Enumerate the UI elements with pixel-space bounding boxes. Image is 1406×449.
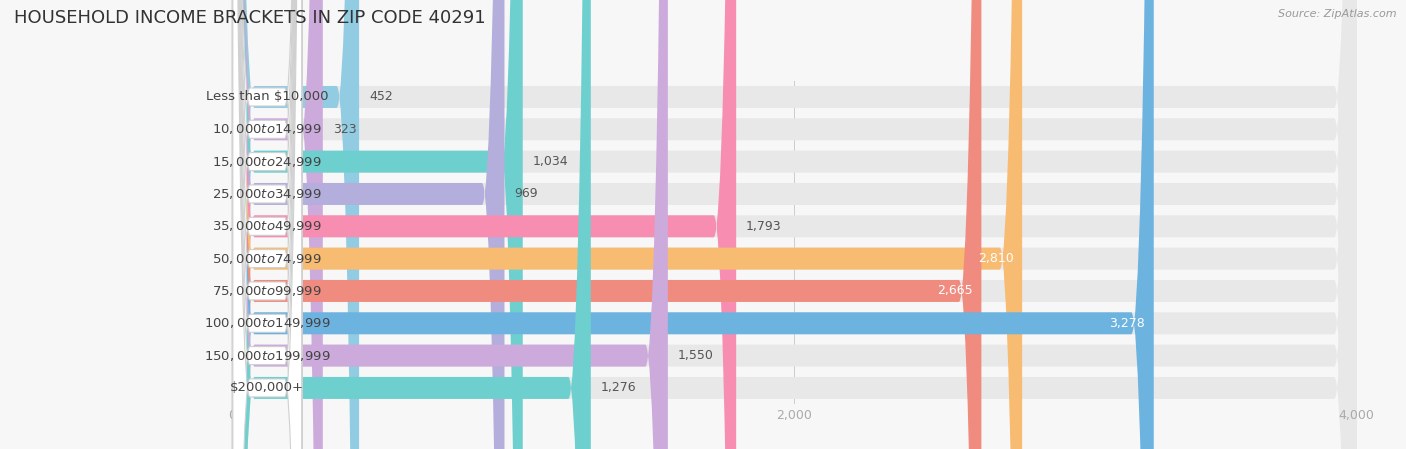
FancyBboxPatch shape <box>232 0 359 449</box>
FancyBboxPatch shape <box>232 0 1022 449</box>
Text: 2,810: 2,810 <box>979 252 1014 265</box>
FancyBboxPatch shape <box>233 0 302 449</box>
FancyBboxPatch shape <box>233 0 302 449</box>
Text: Less than $10,000: Less than $10,000 <box>207 91 329 103</box>
FancyBboxPatch shape <box>233 0 302 449</box>
Text: 323: 323 <box>333 123 356 136</box>
Text: 3,278: 3,278 <box>1109 317 1146 330</box>
Text: $150,000 to $199,999: $150,000 to $199,999 <box>204 348 330 363</box>
FancyBboxPatch shape <box>232 0 737 449</box>
FancyBboxPatch shape <box>232 0 1357 449</box>
Text: $75,000 to $99,999: $75,000 to $99,999 <box>212 284 322 298</box>
FancyBboxPatch shape <box>232 0 668 449</box>
Text: $100,000 to $149,999: $100,000 to $149,999 <box>204 316 330 330</box>
Text: $25,000 to $34,999: $25,000 to $34,999 <box>212 187 322 201</box>
Text: 969: 969 <box>515 188 538 200</box>
Text: 1,550: 1,550 <box>678 349 714 362</box>
FancyBboxPatch shape <box>233 0 302 449</box>
Text: 452: 452 <box>368 91 392 103</box>
FancyBboxPatch shape <box>233 0 302 449</box>
Text: 1,276: 1,276 <box>600 382 637 394</box>
FancyBboxPatch shape <box>232 0 591 449</box>
FancyBboxPatch shape <box>232 0 505 449</box>
Text: 1,034: 1,034 <box>533 155 568 168</box>
Text: $15,000 to $24,999: $15,000 to $24,999 <box>212 154 322 169</box>
FancyBboxPatch shape <box>233 0 302 449</box>
FancyBboxPatch shape <box>232 0 1357 449</box>
FancyBboxPatch shape <box>232 0 1357 449</box>
FancyBboxPatch shape <box>233 0 302 449</box>
Text: 2,665: 2,665 <box>938 285 973 297</box>
Text: Source: ZipAtlas.com: Source: ZipAtlas.com <box>1278 9 1396 19</box>
FancyBboxPatch shape <box>232 0 1357 449</box>
Text: HOUSEHOLD INCOME BRACKETS IN ZIP CODE 40291: HOUSEHOLD INCOME BRACKETS IN ZIP CODE 40… <box>14 9 485 27</box>
FancyBboxPatch shape <box>232 0 1357 449</box>
FancyBboxPatch shape <box>232 0 1357 449</box>
FancyBboxPatch shape <box>232 0 1154 449</box>
Text: $50,000 to $74,999: $50,000 to $74,999 <box>212 251 322 266</box>
FancyBboxPatch shape <box>233 0 302 449</box>
FancyBboxPatch shape <box>232 0 523 449</box>
FancyBboxPatch shape <box>232 0 1357 449</box>
FancyBboxPatch shape <box>232 0 1357 449</box>
FancyBboxPatch shape <box>232 0 1357 449</box>
Text: $35,000 to $49,999: $35,000 to $49,999 <box>212 219 322 233</box>
FancyBboxPatch shape <box>232 0 323 449</box>
FancyBboxPatch shape <box>232 0 1357 449</box>
FancyBboxPatch shape <box>232 0 981 449</box>
Text: 1,793: 1,793 <box>747 220 782 233</box>
Text: $200,000+: $200,000+ <box>231 382 304 394</box>
FancyBboxPatch shape <box>233 0 302 449</box>
FancyBboxPatch shape <box>233 0 302 449</box>
Text: $10,000 to $14,999: $10,000 to $14,999 <box>212 122 322 136</box>
